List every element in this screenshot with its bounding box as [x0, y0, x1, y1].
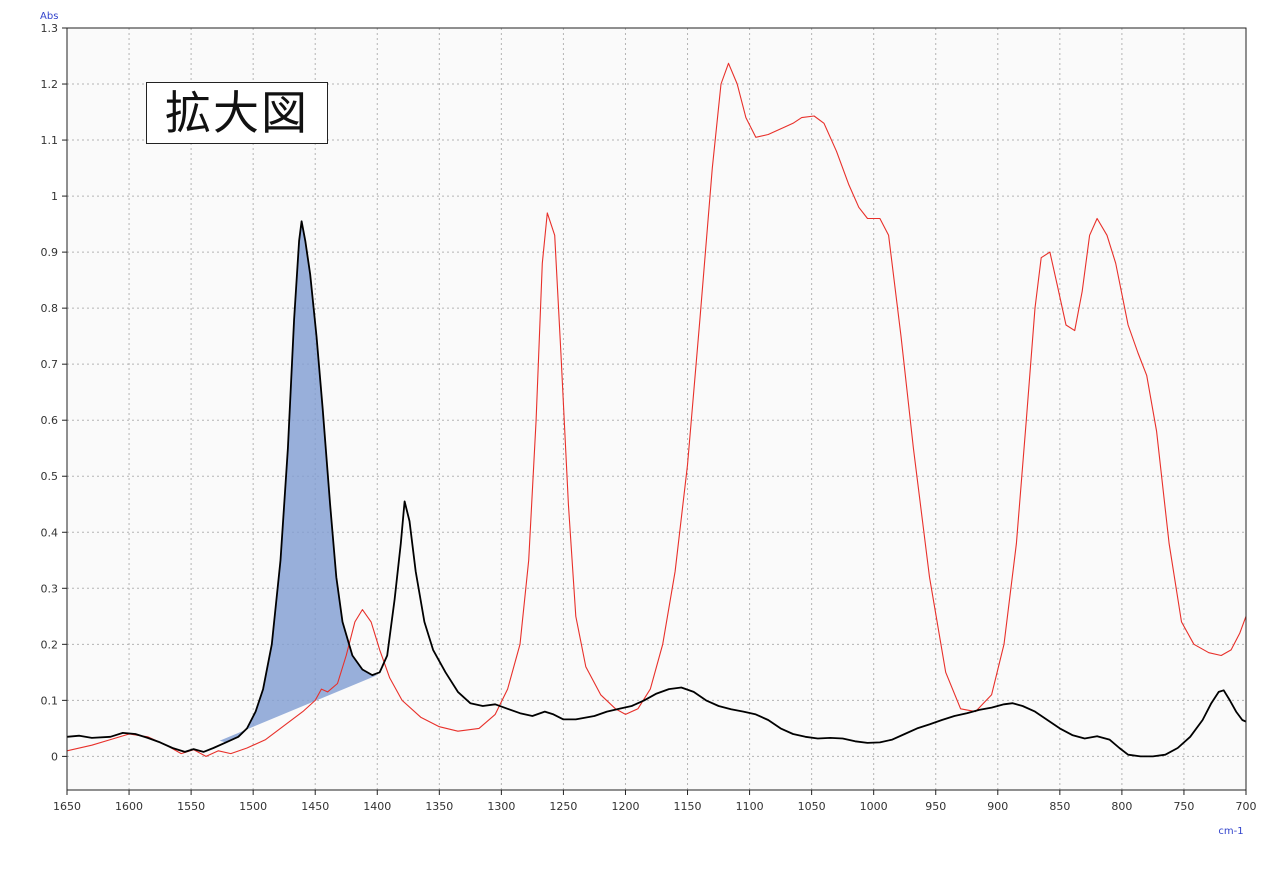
y-tick-label: 0.9 — [41, 246, 59, 259]
x-tick-label: 1500 — [239, 800, 267, 813]
y-tick-label: 0 — [51, 750, 58, 763]
y-tick-label: 1.1 — [41, 134, 59, 147]
x-tick-label: 1250 — [549, 800, 577, 813]
y-tick-label: 1.2 — [41, 78, 59, 91]
x-tick-label: 1450 — [301, 800, 329, 813]
series-group — [67, 62, 1246, 758]
peak-highlight — [219, 221, 378, 743]
x-tick-label: 1150 — [674, 800, 702, 813]
x-tick-label: 900 — [987, 800, 1008, 813]
x-tick-label: 700 — [1236, 800, 1257, 813]
x-tick-label: 1650 — [53, 800, 81, 813]
series-line-black — [67, 220, 1246, 758]
plot-background — [67, 28, 1246, 790]
x-tick-label: 1200 — [611, 800, 639, 813]
x-tick-label: 850 — [1049, 800, 1070, 813]
y-tick-label: 0.1 — [41, 694, 59, 707]
x-tick-label: 750 — [1173, 800, 1194, 813]
x-axis-label: cm-1 — [1218, 826, 1243, 837]
x-tick-label: 1050 — [798, 800, 826, 813]
x-tick-label: 1600 — [115, 800, 143, 813]
annotation-label: 拡大図 — [146, 82, 328, 144]
x-tick-label: 1350 — [425, 800, 453, 813]
x-tick-label: 1550 — [177, 800, 205, 813]
y-tick-label: 0.3 — [41, 582, 59, 595]
y-tick-label: 0.2 — [41, 638, 59, 651]
y-tick-label: 1.3 — [41, 22, 59, 35]
y-axis-label: Abs — [40, 11, 58, 22]
y-tick-label: 1 — [51, 190, 58, 203]
y-tick-label: 0.6 — [41, 414, 59, 427]
x-tick-label: 1400 — [363, 800, 391, 813]
series-line-red — [67, 62, 1246, 757]
axis-ticks: 1650 1600 1550 1500 1450 1400 1350 1300 1250 1200… — [41, 22, 1257, 813]
y-tick-label: 0.7 — [41, 358, 59, 371]
x-tick-label: 1000 — [860, 800, 888, 813]
x-tick-label: 800 — [1111, 800, 1132, 813]
plot-frame — [66, 27, 1247, 791]
highlight-area — [219, 221, 378, 743]
x-tick-label: 1300 — [487, 800, 515, 813]
y-tick-label: 0.4 — [41, 526, 59, 539]
x-tick-label: 950 — [925, 800, 946, 813]
y-tick-label: 0.8 — [41, 302, 59, 315]
y-tick-label: 0.5 — [41, 470, 59, 483]
x-tick-label: 1100 — [736, 800, 764, 813]
